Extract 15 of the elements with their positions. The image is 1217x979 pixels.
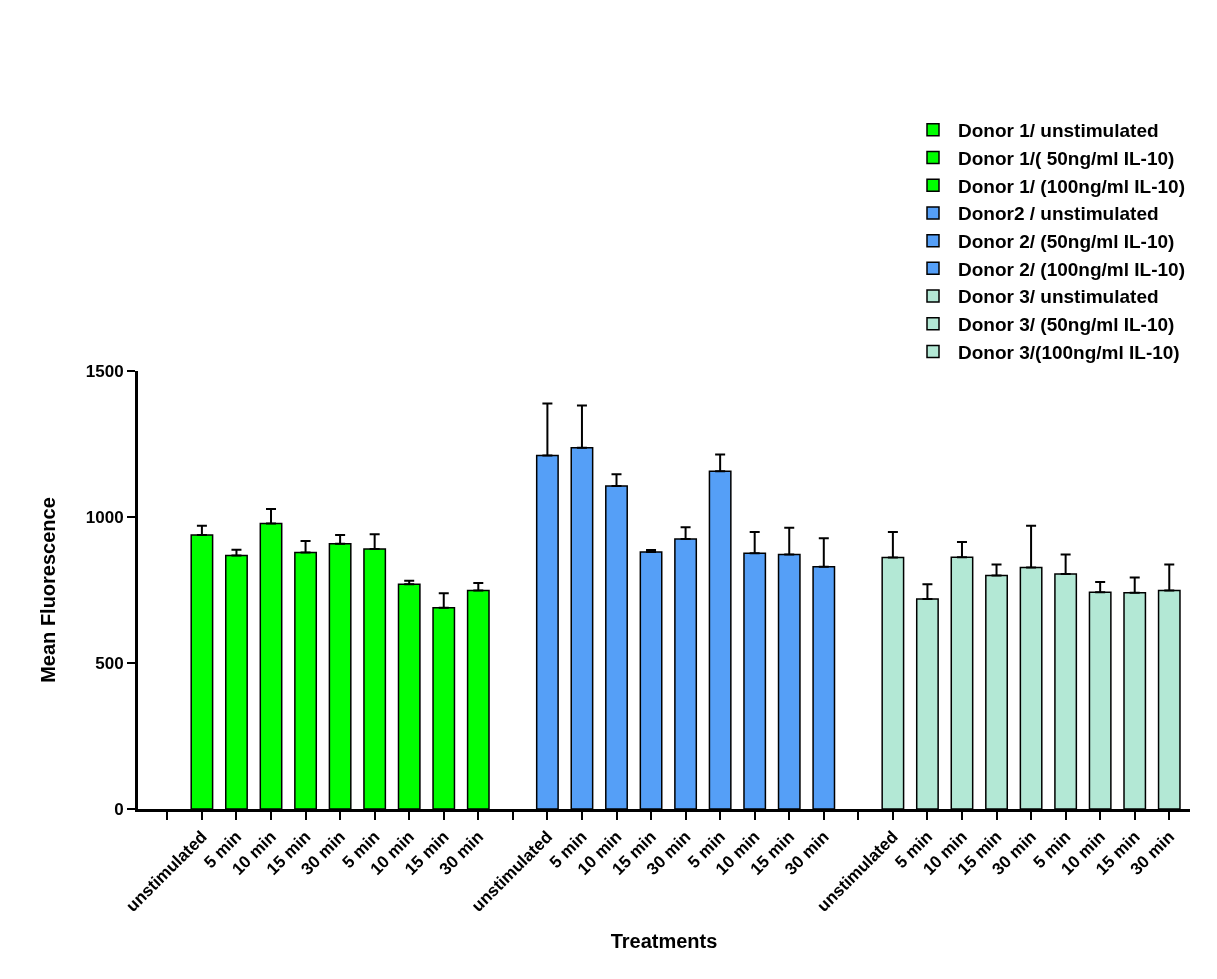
legend-label: Donor 3/ unstimulated: [958, 286, 1159, 308]
y-tick-label: 500: [95, 653, 124, 673]
y-tick-label: 1000: [85, 507, 124, 527]
x-axis-title: Treatments: [610, 930, 718, 953]
legend-label: Donor2 / unstimulated: [958, 203, 1159, 225]
y-tick-label: 1500: [85, 361, 124, 381]
legend-label: Donor 3/(100ng/ml IL-10): [958, 341, 1180, 363]
legend-label: Donor 2/ (50ng/ml IL-10): [958, 231, 1175, 253]
legend-label: Donor 2/ (100ng/ml IL-10): [958, 258, 1185, 280]
legend-label: Donor 1/( 50ng/ml IL-10): [958, 147, 1175, 169]
legend-label: Donor 3/ (50ng/ml IL-10): [958, 314, 1175, 336]
y-axis-title: Mean Fluorescence: [37, 497, 60, 683]
y-tick-label: 0: [114, 799, 124, 819]
legend-label: Donor 1/ unstimulated: [958, 120, 1159, 142]
legend-label: Donor 1/ (100ng/ml IL-10): [958, 175, 1185, 197]
